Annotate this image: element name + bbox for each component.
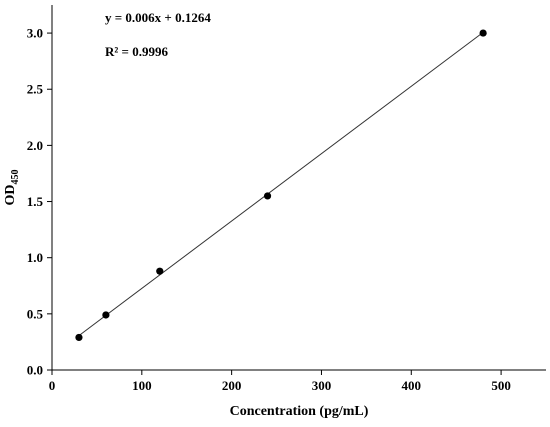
x-axis-title: Concentration (pg/mL) <box>230 404 369 419</box>
y-tick-label: 3.0 <box>27 26 43 41</box>
data-point <box>102 311 110 319</box>
y-axis-ticks: 0.0 0.5 1.0 1.5 2.0 2.5 3.0 <box>27 26 52 378</box>
y-axis-title-main: OD <box>3 185 18 206</box>
y-axis-title: OD450 <box>3 170 21 206</box>
r-squared-label: R² = 0.9996 <box>105 44 168 59</box>
data-point <box>263 192 272 200</box>
x-axis-ticks: 0 100 200 300 400 500 <box>49 370 511 393</box>
y-tick-label: 1.0 <box>27 250 43 265</box>
y-tick-label: 0.0 <box>27 363 43 378</box>
y-tick-label: 0.5 <box>27 306 44 321</box>
y-tick-label: 2.5 <box>27 82 44 97</box>
x-tick-label: 200 <box>222 378 242 393</box>
axes: 0 100 200 300 400 500 0.0 0.5 1.0 1.5 2.0 2.5 3.0 <box>27 5 546 393</box>
x-tick-label: 400 <box>402 378 422 393</box>
trendline-group <box>78 31 484 336</box>
y-tick-label: 1.5 <box>27 194 44 209</box>
regression-line <box>78 31 484 336</box>
y-axis-title-subscript: 450 <box>10 170 21 185</box>
data-point <box>75 333 83 342</box>
x-tick-label: 0 <box>49 378 56 393</box>
data-points <box>75 29 487 342</box>
x-tick-label: 100 <box>132 378 152 393</box>
x-tick-label: 500 <box>491 378 511 393</box>
data-point <box>156 267 164 275</box>
regression-equation: y = 0.006x + 0.1264 <box>105 10 211 25</box>
x-tick-label: 300 <box>312 378 332 393</box>
data-point <box>479 29 487 37</box>
y-tick-label: 2.0 <box>27 138 43 153</box>
